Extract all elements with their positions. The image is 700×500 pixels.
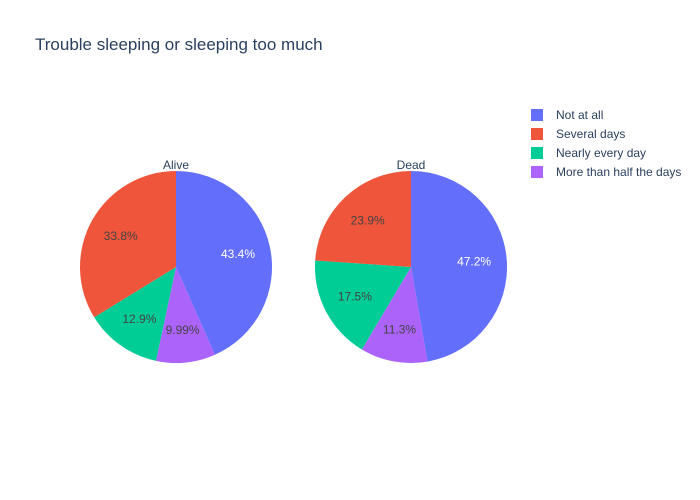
pie-subplot-title: Dead [397, 158, 426, 172]
slice-percent-label: 47.2% [457, 255, 491, 269]
legend-swatch [531, 166, 543, 178]
legend-item[interactable]: Several days [531, 127, 625, 141]
slice-percent-label: 23.9% [351, 214, 385, 228]
legend-label: Several days [556, 127, 625, 141]
pie-slice[interactable] [315, 171, 411, 267]
chart-title: Trouble sleeping or sleeping too much [35, 35, 323, 54]
legend-item[interactable]: Nearly every day [531, 146, 646, 160]
legend-label: Nearly every day [556, 146, 646, 160]
pie-slice[interactable] [361, 267, 428, 364]
legend-item[interactable]: More than half the days [531, 165, 681, 179]
pie-dead: 47.2% 11.3% 17.5% 23.9% Dead [315, 158, 508, 364]
slice-percent-label: 11.3% [383, 322, 416, 336]
pie-subplot-title: Alive [163, 158, 189, 172]
legend-swatch [531, 128, 543, 140]
pie-slice[interactable] [155, 267, 215, 363]
slice-percent-label: 12.9% [122, 312, 156, 326]
legend[interactable]: Not at all Several days Nearly every day Mo… [531, 108, 681, 179]
pie-alive: 43.4% 9.99% 12.9% 33.8% Alive [80, 158, 273, 363]
legend-label: Not at all [556, 108, 603, 122]
legend-item[interactable]: Not at all [531, 108, 603, 122]
pie-slice[interactable] [176, 171, 273, 355]
pie-slice[interactable] [94, 267, 176, 361]
slice-percent-label: 9.99% [166, 323, 200, 337]
pie-charts: 43.4% 9.99% 12.9% 33.8% Alive 47.2% 11.3% 17.5%… [80, 158, 508, 364]
pie-slice[interactable] [315, 260, 411, 350]
slice-percent-label: 17.5% [338, 289, 372, 303]
legend-label: More than half the days [556, 165, 681, 179]
pie-slice[interactable] [411, 170, 508, 362]
legend-swatch [531, 109, 543, 121]
pie-slice[interactable] [80, 171, 176, 318]
legend-swatch [531, 147, 543, 159]
slice-percent-label: 43.4% [221, 247, 255, 261]
slice-percent-label: 33.8% [104, 229, 138, 243]
